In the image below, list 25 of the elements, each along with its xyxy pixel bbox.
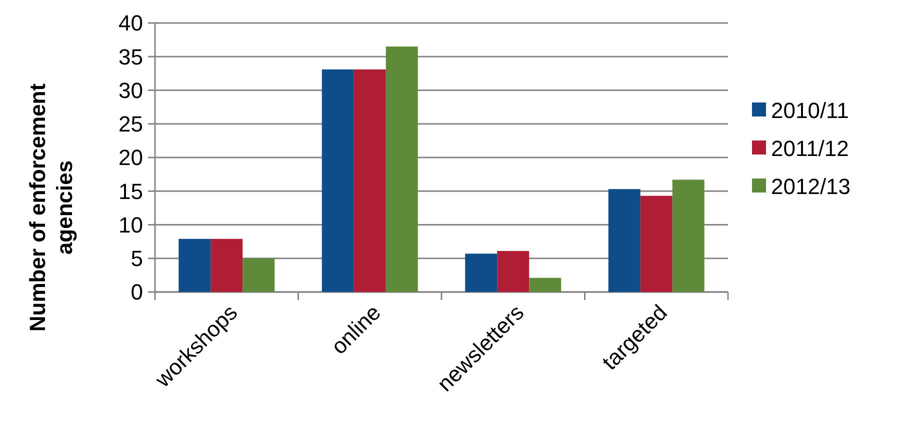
bar — [640, 196, 672, 292]
bar — [386, 46, 418, 292]
bar — [322, 69, 354, 292]
bar — [497, 250, 530, 292]
legend-label: 2012/13 — [771, 174, 851, 200]
y-tick-label: 40 — [118, 10, 143, 36]
y-tick-label: 10 — [118, 212, 143, 238]
bar — [529, 278, 562, 292]
bar — [465, 254, 498, 292]
y-tick-label: 0 — [130, 280, 143, 305]
y-tick-label: 20 — [118, 145, 143, 170]
bar — [354, 69, 386, 292]
bar — [210, 238, 243, 292]
y-tick-label: 35 — [118, 44, 143, 70]
y-tick-label: 5 — [130, 246, 143, 272]
bar — [242, 258, 275, 292]
bar — [672, 180, 704, 292]
y-tick-label: 25 — [118, 112, 143, 137]
y-tick-label: 30 — [118, 78, 143, 103]
legend-label: 2011/12 — [771, 136, 849, 162]
bar — [178, 238, 211, 292]
y-axis-title: Number of enforcement agencies — [25, 82, 77, 332]
legend-label: 2010/11 — [771, 98, 849, 124]
y-tick-label: 15 — [118, 178, 143, 204]
bar — [608, 189, 640, 292]
